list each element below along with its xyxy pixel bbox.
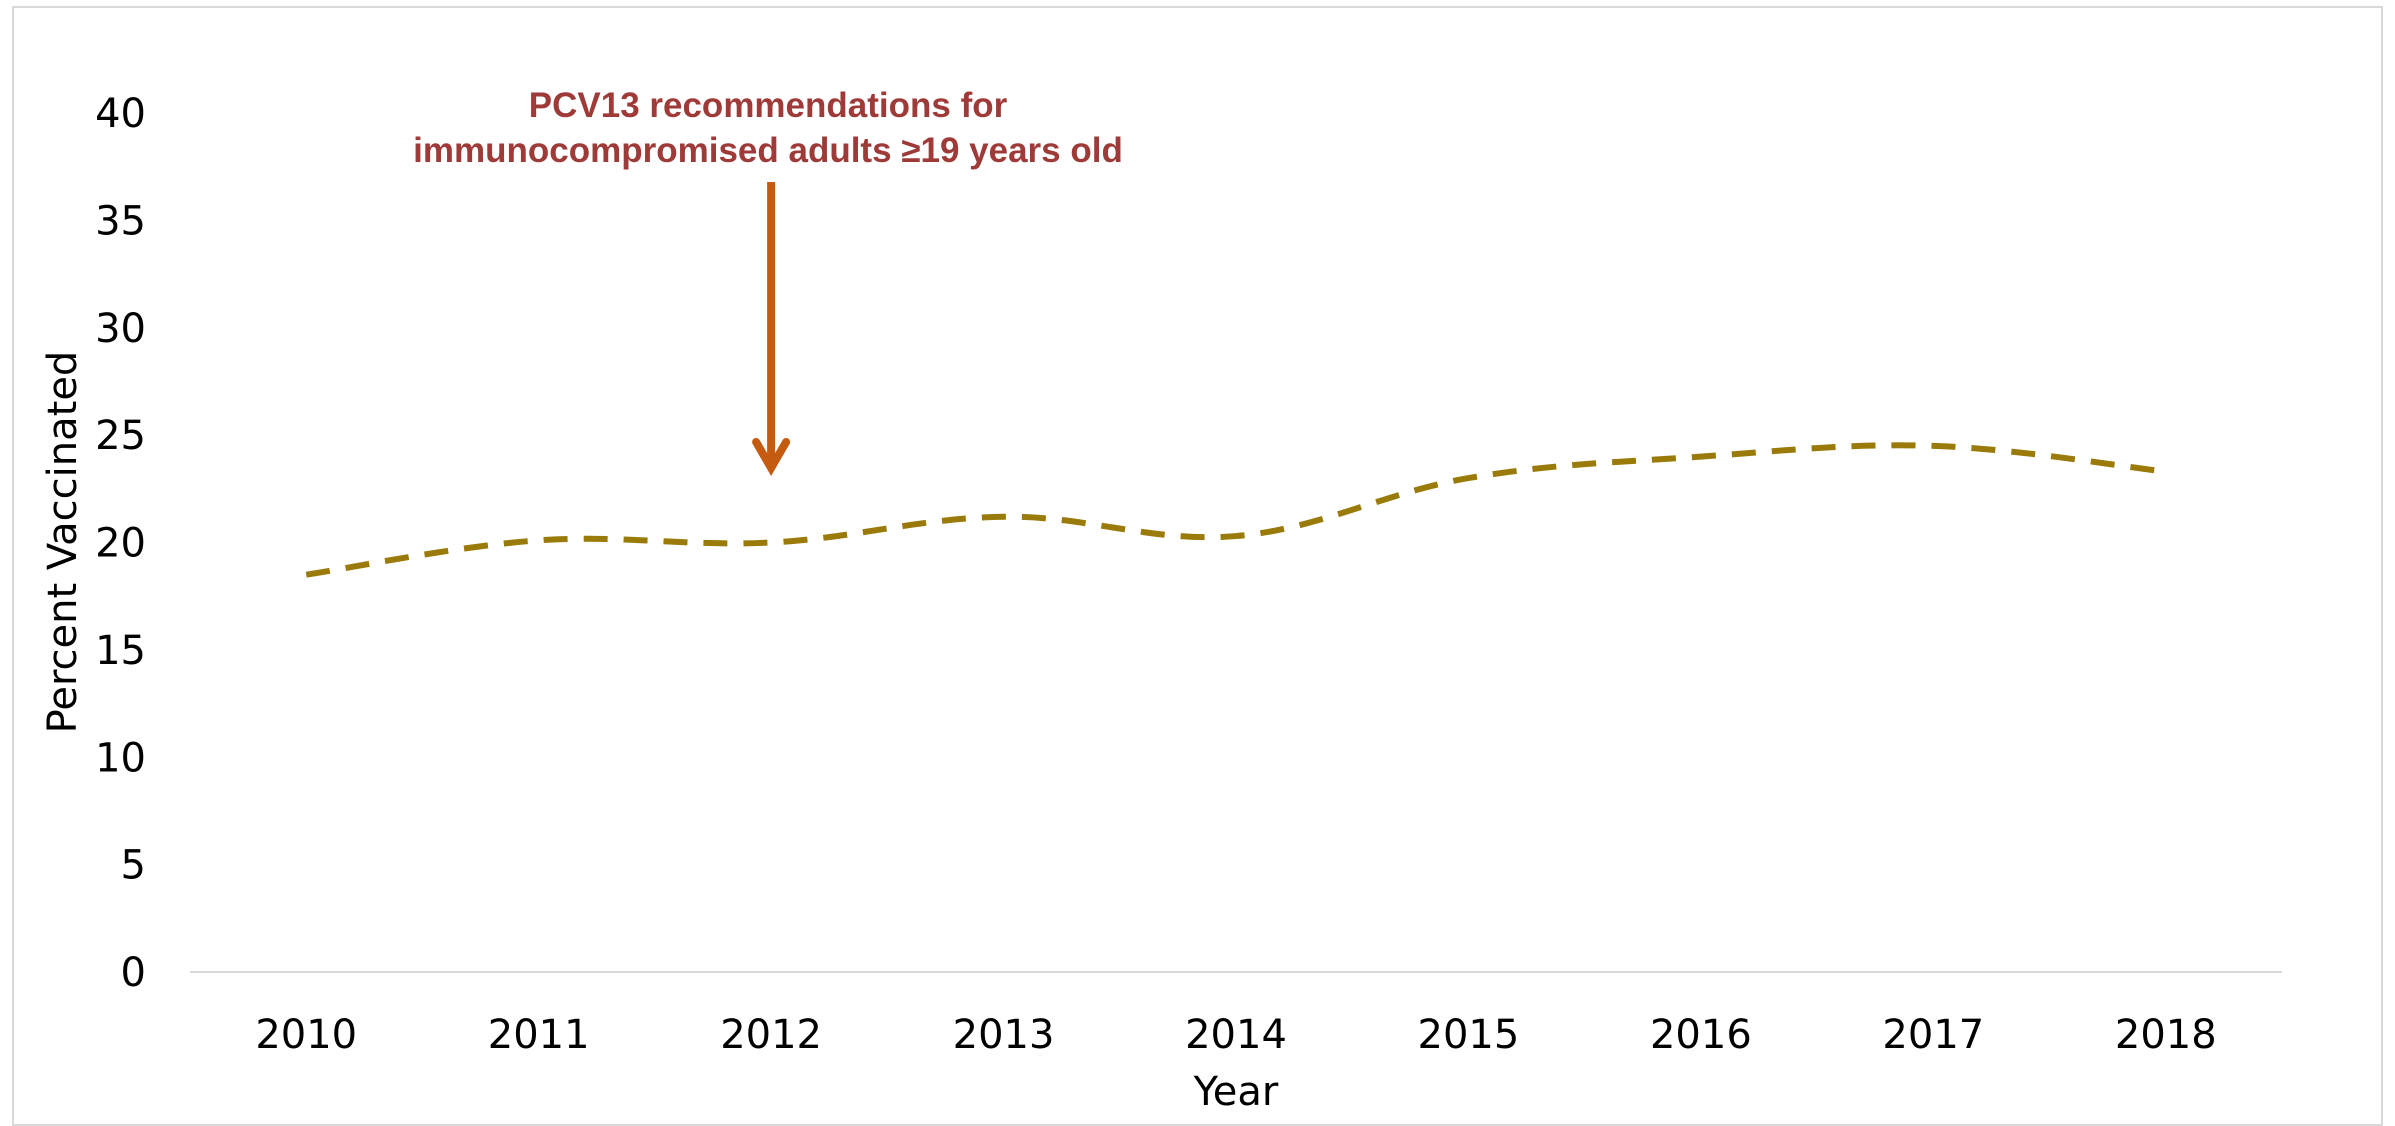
y-tick-label: 20 — [95, 521, 146, 567]
x-axis-tick-labels: 2010 2011 2012 2013 2014 2015 2016 2017 2018 — [255, 1012, 2216, 1058]
y-axis-tick-labels: 0 5 10 15 20 25 30 35 40 — [95, 91, 146, 996]
annotation: PCV13 recommendations for immunocompromi… — [413, 86, 1123, 477]
y-tick-label: 10 — [95, 735, 146, 781]
x-tick-label: 2016 — [1650, 1012, 1752, 1058]
x-tick-label: 2011 — [488, 1012, 590, 1058]
x-tick-label: 2014 — [1185, 1012, 1287, 1058]
y-tick-label: 40 — [95, 91, 146, 137]
series-line — [305, 442, 2167, 578]
annotation-line-1: PCV13 recommendations for — [529, 86, 1008, 125]
y-tick-label: 5 — [121, 843, 146, 889]
annotation-line-2: immunocompromised adults ≥19 years old — [413, 131, 1123, 170]
x-tick-label: 2010 — [255, 1012, 357, 1058]
x-tick-label: 2017 — [1882, 1012, 1984, 1058]
y-tick-label: 15 — [95, 628, 146, 674]
y-tick-label: 30 — [95, 306, 146, 352]
x-tick-label: 2012 — [720, 1012, 822, 1058]
x-tick-label: 2018 — [2115, 1012, 2217, 1058]
y-tick-label: 35 — [95, 198, 146, 244]
x-tick-label: 2013 — [953, 1012, 1055, 1058]
y-tick-label: 25 — [95, 413, 146, 459]
annotation-arrow-head — [752, 438, 791, 477]
x-axis-title: Year — [1193, 1069, 1279, 1115]
x-tick-label: 2015 — [1418, 1012, 1520, 1058]
y-tick-label: 0 — [121, 950, 146, 996]
y-axis-title: Percent Vaccinated — [40, 351, 86, 734]
